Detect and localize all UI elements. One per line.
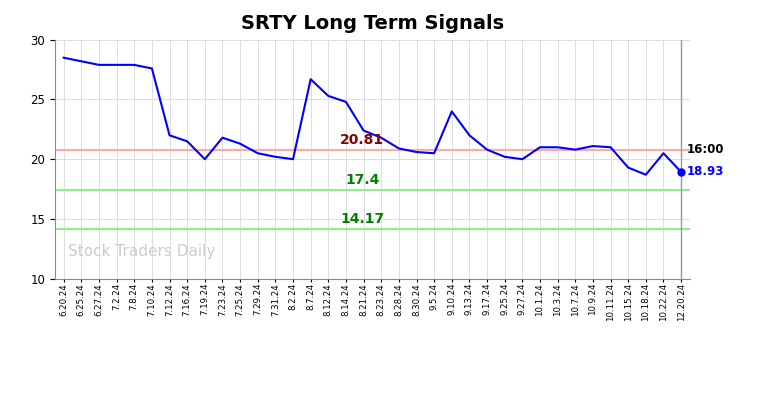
Text: Stock Traders Daily: Stock Traders Daily [67,244,215,259]
Text: 20.81: 20.81 [340,133,384,146]
Title: SRTY Long Term Signals: SRTY Long Term Signals [241,14,504,33]
Text: 14.17: 14.17 [340,212,384,226]
Text: 17.4: 17.4 [345,173,379,187]
Text: 18.93: 18.93 [687,166,724,178]
Text: 16:00: 16:00 [687,143,724,156]
